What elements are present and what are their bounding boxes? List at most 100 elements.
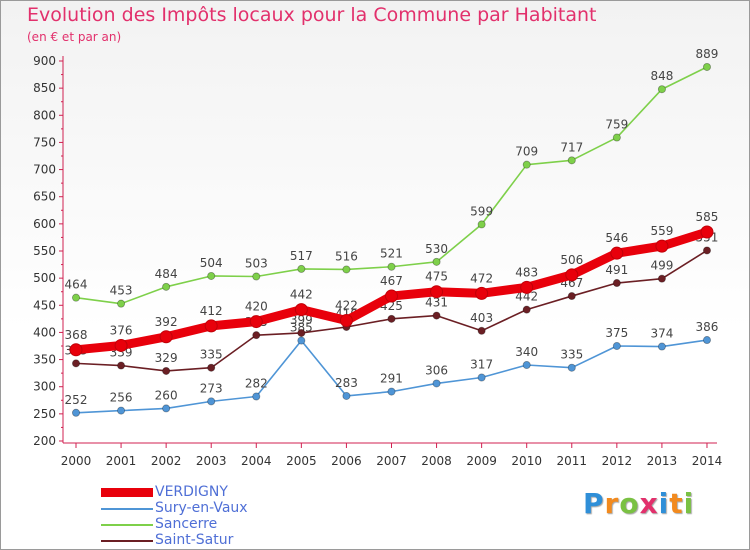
x-tick-label: 2012 bbox=[602, 454, 633, 468]
data-point bbox=[432, 379, 441, 388]
data-label: 442 bbox=[290, 288, 313, 302]
legend-label: Sancerre bbox=[155, 516, 218, 532]
data-label: 317 bbox=[470, 357, 493, 371]
data-label: 252 bbox=[65, 393, 88, 407]
data-label: 335 bbox=[560, 348, 583, 362]
data-point bbox=[207, 271, 216, 280]
chart-subtitle: (en € et par an) bbox=[27, 30, 122, 44]
data-label: 453 bbox=[110, 284, 133, 298]
data-label: 506 bbox=[560, 253, 583, 267]
data-point bbox=[339, 313, 353, 327]
x-tick-label: 2000 bbox=[61, 454, 92, 468]
data-label: 375 bbox=[605, 326, 628, 340]
data-label: 386 bbox=[696, 320, 719, 334]
data-point bbox=[567, 156, 576, 165]
data-label: 412 bbox=[200, 304, 223, 318]
data-label: 484 bbox=[155, 267, 178, 281]
data-label: 392 bbox=[155, 315, 178, 329]
logo-letter: i bbox=[658, 487, 670, 520]
data-label: 420 bbox=[245, 300, 268, 314]
data-point bbox=[702, 336, 711, 345]
y-tick-label: 750 bbox=[33, 135, 56, 149]
data-point bbox=[657, 85, 666, 94]
data-point bbox=[520, 280, 534, 294]
data-label: 431 bbox=[425, 296, 448, 310]
data-label: 546 bbox=[605, 231, 628, 245]
data-point bbox=[297, 336, 306, 345]
x-tick-label: 2005 bbox=[286, 454, 317, 468]
data-point bbox=[475, 286, 489, 300]
data-point bbox=[702, 62, 711, 71]
data-point bbox=[567, 292, 576, 301]
x-tick-label: 2014 bbox=[692, 454, 723, 468]
x-tick-label: 2010 bbox=[511, 454, 542, 468]
data-point bbox=[522, 360, 531, 369]
data-point bbox=[252, 272, 261, 281]
data-label: 403 bbox=[470, 311, 493, 325]
chart-legend: VERDIGNY Sury-en-Vaux Sancerre Saint-Satur bbox=[101, 484, 341, 549]
data-label: 283 bbox=[335, 376, 358, 390]
data-point bbox=[384, 289, 398, 303]
data-point bbox=[522, 160, 531, 169]
data-point bbox=[204, 319, 218, 333]
data-point bbox=[162, 366, 171, 375]
data-point bbox=[477, 373, 486, 382]
data-label: 329 bbox=[155, 351, 178, 365]
data-label: 399 bbox=[290, 313, 313, 327]
data-label: 585 bbox=[696, 210, 719, 224]
data-point bbox=[159, 330, 173, 344]
data-point bbox=[700, 225, 714, 239]
data-point bbox=[117, 299, 126, 308]
data-point bbox=[612, 341, 621, 350]
x-tick-label: 2013 bbox=[647, 454, 678, 468]
data-point bbox=[565, 268, 579, 282]
data-point bbox=[117, 361, 126, 370]
x-tick-label: 2007 bbox=[376, 454, 407, 468]
data-label: 385 bbox=[290, 321, 313, 335]
data-point bbox=[294, 303, 308, 317]
data-label: 521 bbox=[380, 247, 403, 261]
data-label: 306 bbox=[425, 363, 448, 377]
legend-swatch bbox=[101, 540, 153, 542]
data-point bbox=[252, 331, 261, 340]
chart-title: Evolution des Impôts locaux pour la Comm… bbox=[27, 4, 597, 26]
legend-item: Saint-Satur bbox=[101, 532, 341, 549]
y-tick-label: 300 bbox=[33, 380, 56, 394]
data-label: 376 bbox=[110, 323, 133, 337]
x-tick-label: 2008 bbox=[421, 454, 452, 468]
legend-item: Sury-en-Vaux bbox=[101, 500, 341, 517]
data-point bbox=[432, 311, 441, 320]
data-point bbox=[655, 239, 669, 253]
data-label: 368 bbox=[65, 328, 88, 342]
data-point bbox=[252, 392, 261, 401]
data-label: 599 bbox=[470, 204, 493, 218]
data-label: 422 bbox=[335, 298, 358, 312]
data-label: 442 bbox=[515, 290, 538, 304]
data-point bbox=[114, 338, 128, 352]
logo-letter: o bbox=[619, 487, 640, 520]
data-label: 759 bbox=[605, 118, 628, 132]
legend-label: Saint-Satur bbox=[155, 532, 234, 548]
x-tick-label: 2009 bbox=[466, 454, 497, 468]
data-point bbox=[162, 404, 171, 413]
data-point bbox=[297, 264, 306, 273]
data-point bbox=[430, 285, 444, 299]
x-tick-label: 2001 bbox=[106, 454, 137, 468]
data-label: 889 bbox=[696, 47, 719, 61]
data-label: 335 bbox=[200, 348, 223, 362]
y-tick-label: 650 bbox=[33, 190, 56, 204]
data-point bbox=[249, 315, 263, 329]
data-point bbox=[702, 246, 711, 255]
y-tick-label: 350 bbox=[33, 353, 56, 367]
data-label: 467 bbox=[380, 274, 403, 288]
logo-letter: r bbox=[604, 487, 620, 520]
data-label: 491 bbox=[605, 263, 628, 277]
y-tick-label: 400 bbox=[33, 325, 56, 339]
data-label: 273 bbox=[200, 381, 223, 395]
data-point bbox=[387, 262, 396, 271]
data-point bbox=[387, 314, 396, 323]
data-label: 256 bbox=[110, 391, 133, 405]
data-label: 340 bbox=[515, 345, 538, 359]
data-point bbox=[72, 293, 81, 302]
logo-letter: i bbox=[683, 487, 695, 520]
